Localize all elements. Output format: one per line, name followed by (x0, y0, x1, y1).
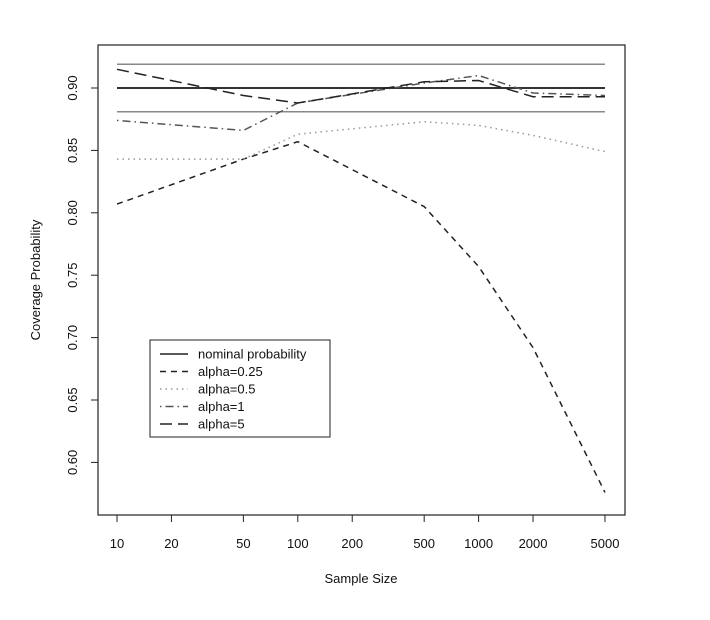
y-tick-label: 0.70 (65, 325, 80, 350)
legend-entry: alpha=1 (198, 399, 245, 414)
y-tick-label: 0.85 (65, 138, 80, 163)
x-axis-label: Sample Size (325, 571, 398, 586)
x-tick-label: 500 (413, 536, 435, 551)
y-tick-label: 0.80 (65, 200, 80, 225)
x-tick-label: 200 (341, 536, 363, 551)
y-tick-label: 0.75 (65, 263, 80, 288)
x-tick-label: 100 (287, 536, 309, 551)
x-tick-label: 10 (110, 536, 124, 551)
legend-entry: alpha=0.5 (198, 382, 255, 397)
legend: nominal probability alpha=0.25 alpha=0.5 al… (149, 339, 331, 438)
y-tick-label: 0.60 (65, 450, 80, 475)
series-line-alpha-1 (116, 74, 606, 132)
series-line-alpha-5 (116, 68, 605, 104)
x-tick-label: 20 (164, 536, 178, 551)
series-line-alpha-0-25 (116, 140, 606, 493)
y-tick-label: 0.90 (65, 75, 80, 100)
y-axis-label: Coverage Probability (28, 219, 43, 340)
plot-frame (97, 44, 626, 516)
legend-entry: alpha=5 (198, 417, 245, 432)
x-tick-label: 5000 (591, 536, 620, 551)
legend-entry: alpha=0.25 (198, 364, 263, 379)
x-tick-label: 1000 (464, 536, 493, 551)
series-line-alpha-0-5 (117, 120, 606, 160)
x-tick-label: 50 (236, 536, 250, 551)
x-tick-label: 2000 (519, 536, 548, 551)
legend-entry: nominal probability (198, 347, 307, 362)
y-tick-label: 0.65 (65, 387, 80, 412)
